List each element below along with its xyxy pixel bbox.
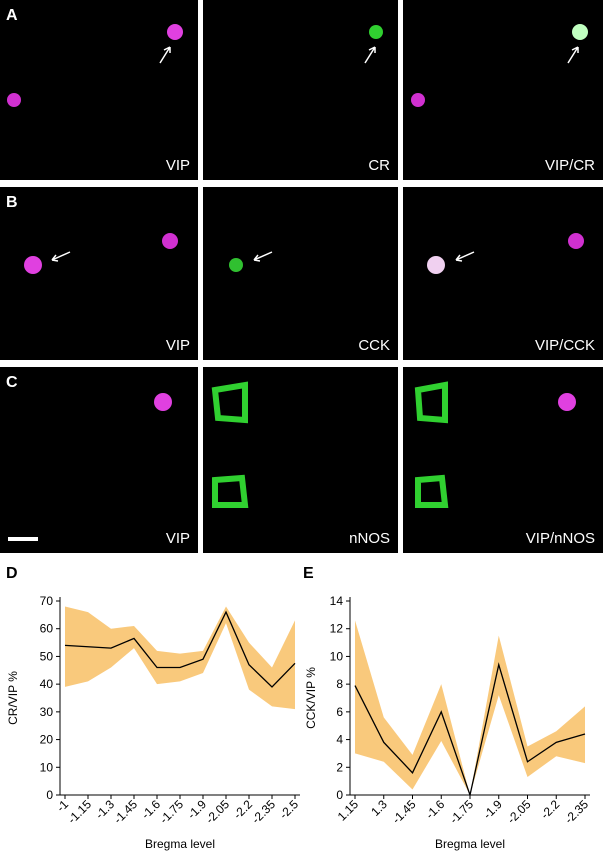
y-axis-label: CCK/VIP % [304, 667, 318, 729]
channel-label: CCK [358, 337, 390, 354]
channel-label: VIP/CCK [535, 337, 595, 354]
confidence-band [355, 620, 585, 795]
y-tick-label: 0 [336, 788, 343, 802]
x-tick-label: 1.3 [368, 797, 390, 819]
x-tick-label: -2.35 [562, 797, 591, 826]
x-tick-label: -2.35 [249, 797, 278, 826]
arrow [51, 251, 71, 262]
x-tick-label: -1.15 [65, 797, 94, 826]
channel-label: nNOS [349, 530, 390, 547]
image [0, 0, 198, 180]
cell [211, 381, 248, 424]
channel-label: VIP [166, 157, 190, 174]
x-tick-label: -2.05 [504, 797, 533, 826]
channel-label: CR [368, 157, 390, 174]
cell [411, 93, 425, 107]
x-tick-label: -1.45 [389, 797, 418, 826]
channel-label: VIP/CR [545, 157, 595, 174]
image [203, 187, 398, 360]
cell [229, 258, 243, 272]
x-tick-label: -1.45 [111, 797, 140, 826]
y-tick-label: 14 [330, 594, 344, 608]
image [203, 0, 398, 180]
arrow [253, 251, 273, 262]
x-axis-label: Bregma level [145, 837, 215, 851]
chart-letter: E [303, 565, 314, 582]
panel-letter: C [6, 374, 18, 391]
cell [568, 233, 584, 249]
micrographs [0, 0, 603, 553]
y-tick-label: 60 [40, 622, 54, 636]
scale-bar [8, 537, 38, 541]
mean-line [64, 610, 296, 688]
cell [154, 393, 172, 411]
y-tick-label: 4 [336, 733, 343, 747]
y-tick-label: 10 [330, 649, 344, 663]
x-tick-label: -2.5 [277, 797, 302, 822]
y-tick-label: 20 [40, 733, 54, 747]
y-tick-label: 2 [336, 760, 343, 774]
channel-label: VIP [166, 530, 190, 547]
panel-letter: B [6, 194, 18, 211]
cell [212, 474, 249, 508]
x-tick-label: -1.9 [480, 797, 505, 822]
x-tick-label: -1.6 [423, 797, 448, 822]
cell [167, 24, 183, 40]
x-tick-label: -1.75 [157, 797, 186, 826]
x-tick-label: -1.75 [447, 797, 476, 826]
chart-letter: D [6, 565, 18, 582]
cell [558, 393, 576, 411]
x-tick-label: -2.05 [203, 797, 232, 826]
y-tick-label: 12 [330, 622, 344, 636]
y-tick-label: 6 [336, 705, 343, 719]
arrow [455, 251, 475, 262]
y-tick-label: 40 [40, 677, 54, 691]
x-tick-label: -2.2 [538, 797, 563, 822]
y-tick-label: 8 [336, 677, 343, 691]
confidence-band [65, 606, 295, 710]
arrow [159, 46, 171, 64]
y-tick-label: 0 [46, 788, 53, 802]
channel-label: VIP [166, 337, 190, 354]
cell [572, 24, 588, 40]
arrow [364, 46, 376, 64]
cell [414, 381, 448, 424]
x-axis-label: Bregma level [435, 837, 505, 851]
arrow [567, 46, 579, 64]
y-tick-label: 30 [40, 705, 54, 719]
y-axis-label: CR/VIP % [6, 671, 20, 725]
image [403, 367, 603, 553]
image [403, 0, 603, 180]
image [403, 187, 603, 360]
channel-label: VIP/nNOS [526, 530, 595, 547]
image [203, 367, 398, 553]
y-tick-label: 10 [40, 760, 54, 774]
cell [24, 256, 42, 274]
image [0, 187, 198, 360]
cell [162, 233, 178, 249]
y-tick-label: 70 [40, 594, 54, 608]
cell [369, 25, 383, 39]
y-tick-label: 50 [40, 649, 54, 663]
cell [7, 93, 21, 107]
cell [427, 256, 445, 274]
panel-letter: A [6, 7, 18, 24]
cell [415, 474, 449, 508]
